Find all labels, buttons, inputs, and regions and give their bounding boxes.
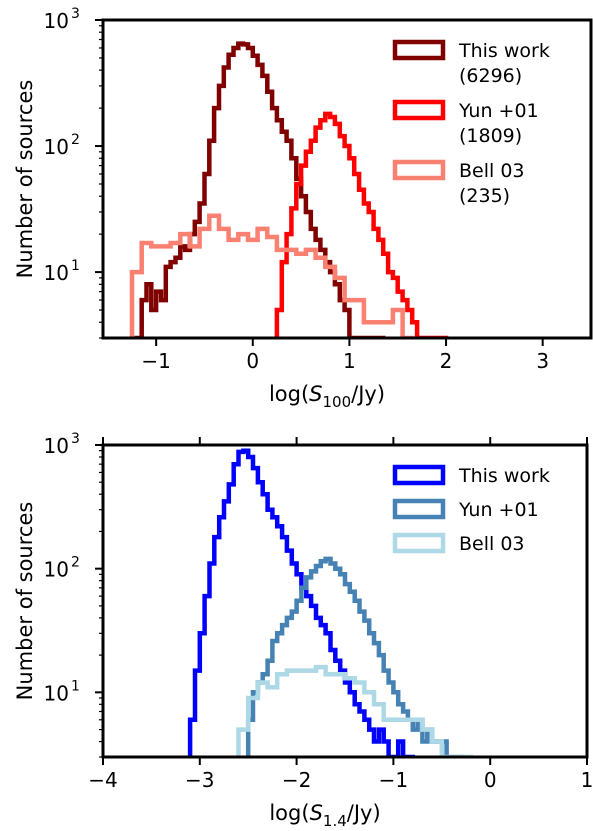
- y-axis-label: Number of sources: [13, 80, 37, 279]
- plot-frame: [101, 443, 589, 759]
- y-tick-label: 10: [44, 681, 69, 705]
- legend-swatch: [392, 532, 446, 554]
- histogram-series-yun-01: [245, 556, 464, 757]
- legend: This work (6296) Yun +01 (1809) Bell 03 (235): [392, 39, 550, 207]
- legend-swatch: [392, 498, 446, 520]
- x-tick-label: −3: [185, 768, 214, 792]
- x-tick-label: 1: [581, 768, 593, 792]
- plot-frame: [101, 18, 593, 340]
- y-tick-label-exponent: 3: [71, 6, 80, 22]
- legend-count: (1809): [459, 125, 522, 147]
- y-tick-label-exponent: 2: [71, 555, 80, 571]
- legend-swatch: [392, 464, 446, 486]
- legend-swatch: [392, 99, 446, 121]
- x-axis-label: log(S100/Jy): [269, 382, 385, 411]
- y-tick-label: 10: [44, 558, 69, 582]
- legend-label: Bell 03: [459, 160, 525, 182]
- legend: This work Yun +01 Bell 03: [392, 464, 550, 555]
- x-tick-label: 0: [246, 349, 259, 373]
- legend-label: Yun +01: [458, 499, 539, 521]
- x-tick-label: −1: [379, 768, 408, 792]
- histogram-series-bell-03: [129, 213, 415, 338]
- y-tick-label-exponent: 1: [71, 678, 80, 694]
- histogram-series-bell-03: [236, 664, 474, 757]
- histogram-series-group: [129, 41, 449, 338]
- y-tick-label: 10: [44, 261, 69, 285]
- y-tick-label: 10: [44, 135, 69, 159]
- y-tick-label: 10: [44, 9, 69, 33]
- histogram-series-this-work: [134, 41, 386, 338]
- y-tick-label-exponent: 3: [71, 431, 80, 447]
- legend-swatch: [392, 159, 446, 181]
- y-tick-label-exponent: 1: [71, 258, 80, 274]
- histogram-series-this-work: [187, 448, 416, 757]
- x-tick-label: −4: [88, 768, 117, 792]
- histogram-series-yun-01: [274, 111, 449, 338]
- legend-label: Bell 03: [459, 533, 525, 555]
- legend-swatch: [392, 39, 446, 61]
- x-tick-label: 1: [343, 349, 356, 373]
- x-tick-label: 3: [536, 349, 549, 373]
- x-tick-label: 2: [440, 349, 453, 373]
- legend-count: (235): [459, 185, 510, 207]
- legend-label: This work: [458, 40, 550, 62]
- legend-label: Yun +01: [458, 100, 539, 122]
- legend-count: (6296): [459, 65, 522, 87]
- histogram-series-group: [187, 448, 474, 757]
- y-tick-label: 10: [44, 434, 69, 458]
- x-tick-label: 0: [484, 768, 497, 792]
- y-axis-label: Number of sources: [13, 502, 37, 701]
- legend-label: This work: [458, 465, 550, 487]
- x-tick-label: −2: [282, 768, 311, 792]
- y-tick-label-exponent: 2: [71, 132, 80, 148]
- x-axis-label: log(S1.4/Jy): [269, 801, 380, 830]
- x-tick-label: −1: [141, 349, 170, 373]
